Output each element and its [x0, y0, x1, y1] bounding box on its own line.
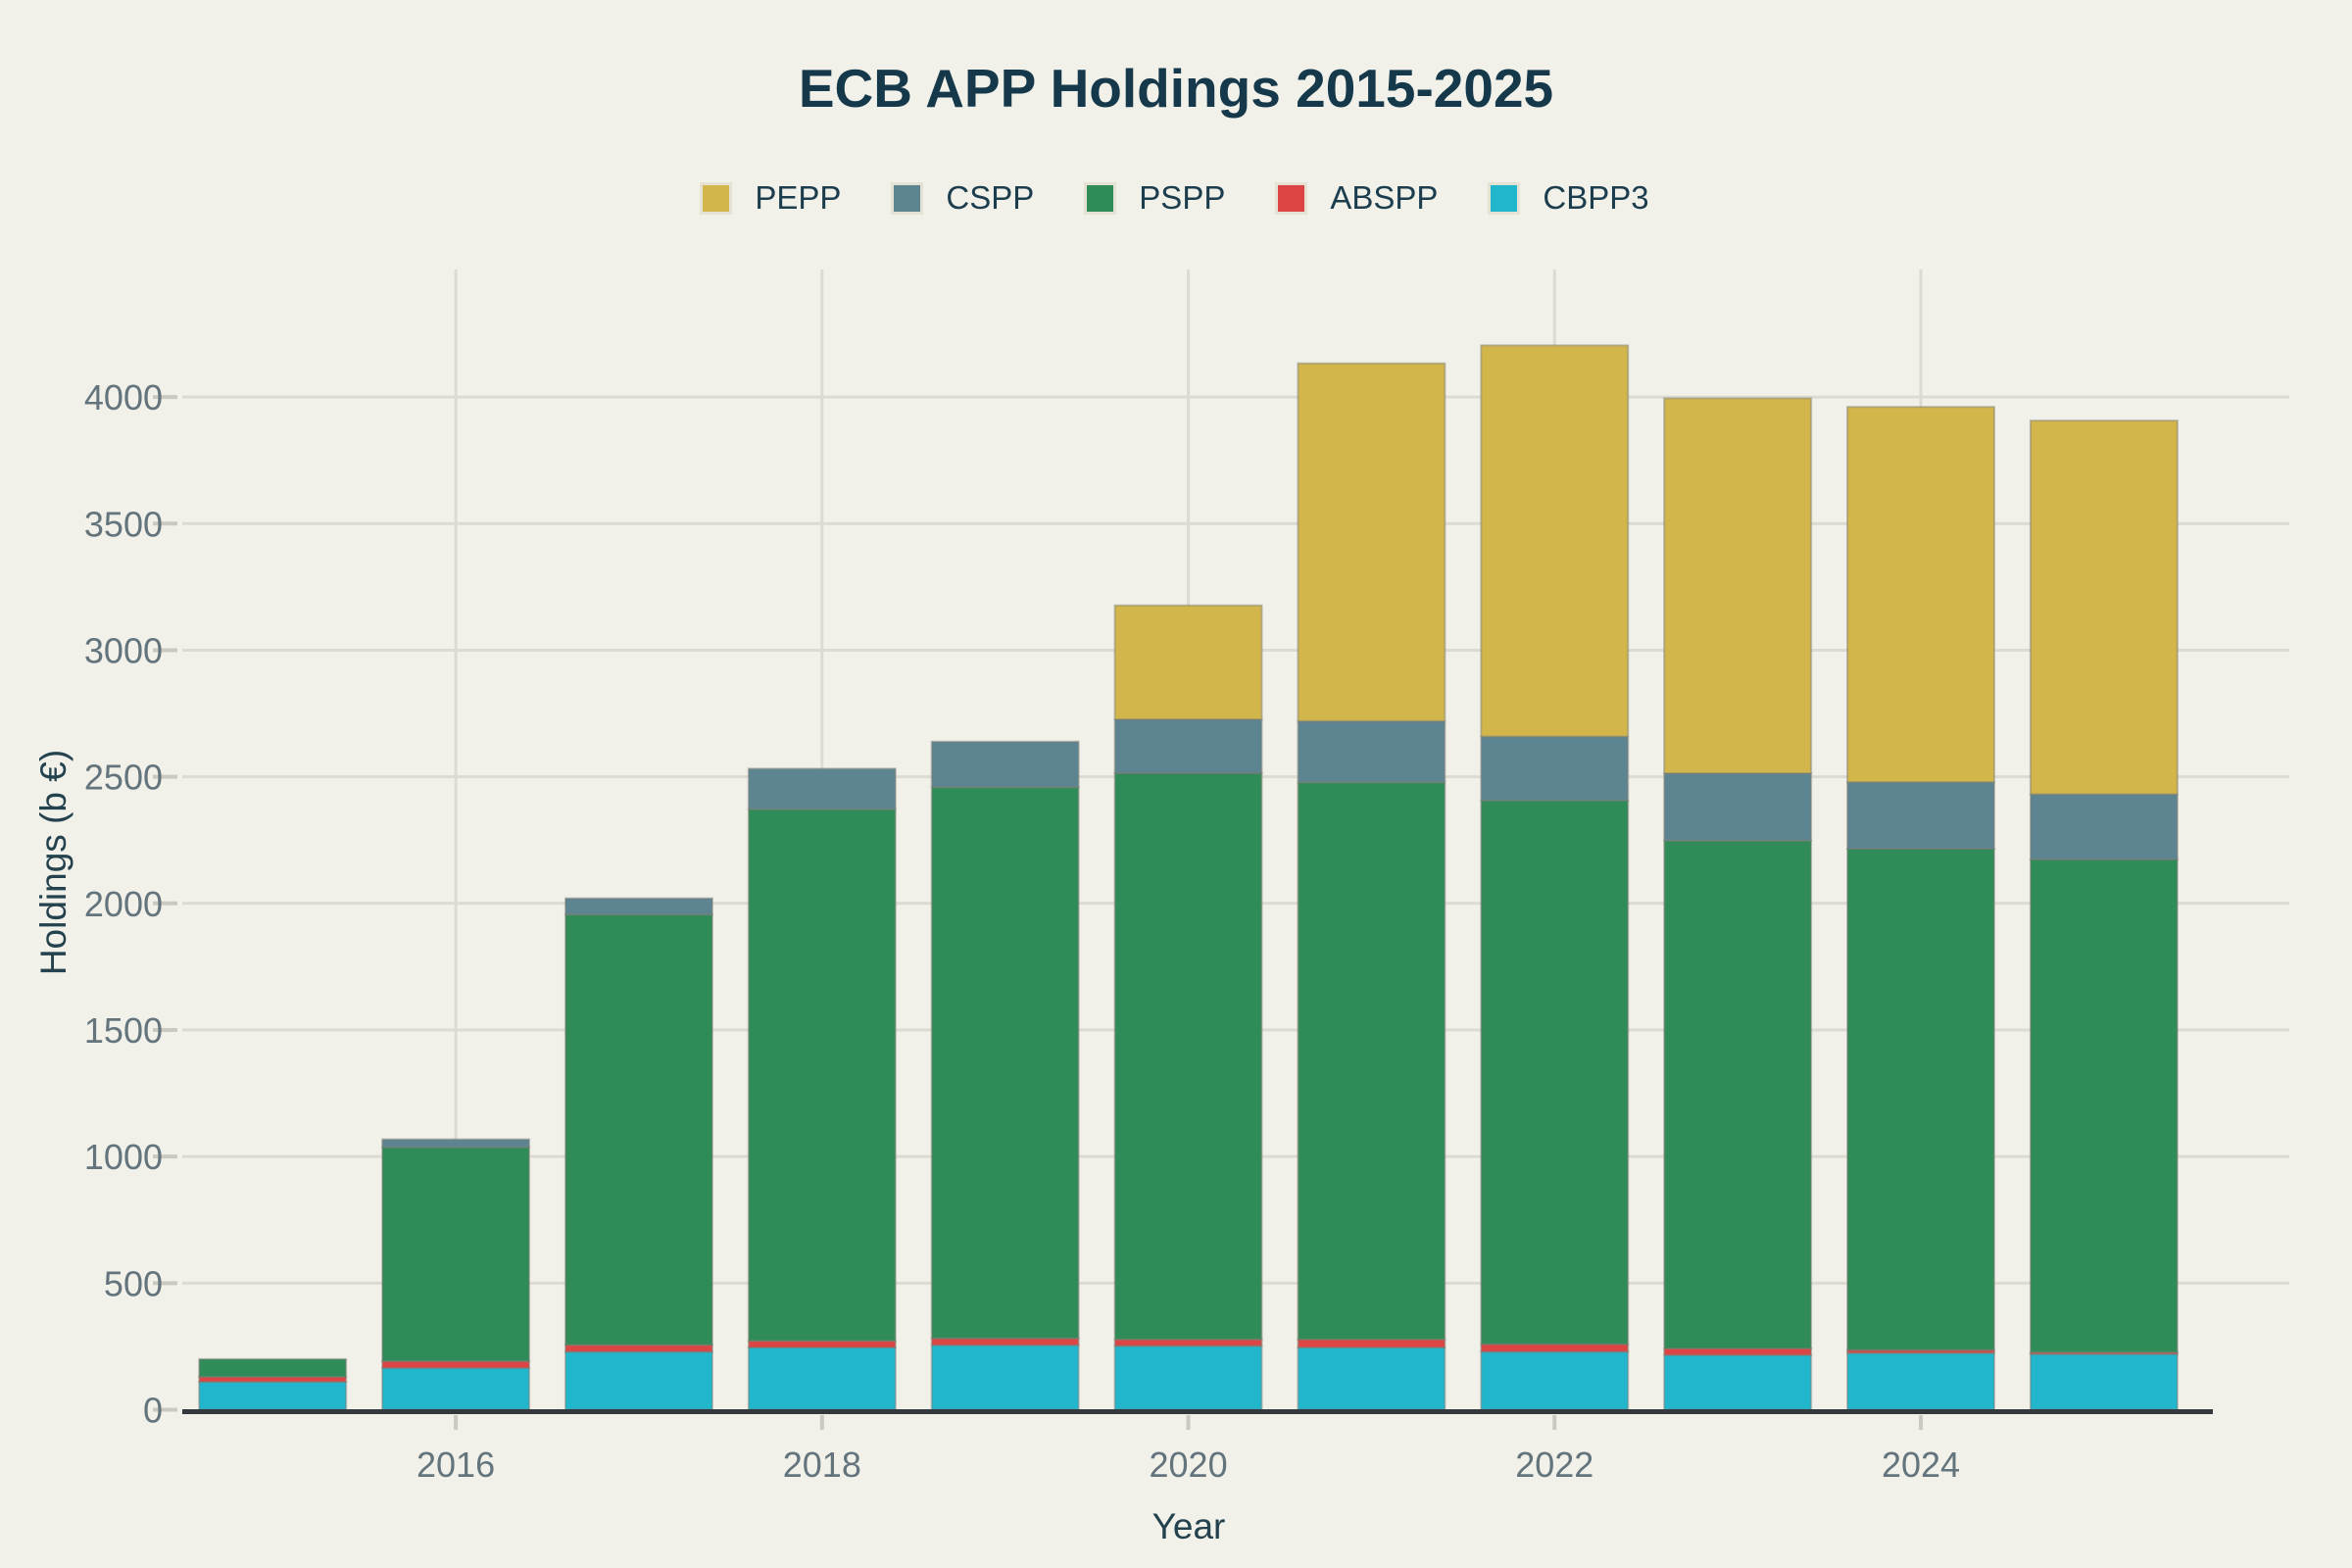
bar-segment-cbpp3-2018[interactable]: [747, 1346, 897, 1411]
bar-segment-cbpp3-2015[interactable]: [198, 1381, 348, 1411]
bar-segment-pspp-2019[interactable]: [930, 786, 1080, 1340]
legend-swatch-icon: [703, 184, 730, 212]
bar-segment-pspp-2018[interactable]: [747, 808, 897, 1343]
y-tick-label: 2000: [84, 884, 163, 924]
legend-item-pepp[interactable]: PEPP: [703, 179, 841, 217]
y-tick-label: 3500: [84, 504, 163, 544]
bar-segment-cbpp3-2020[interactable]: [1113, 1345, 1263, 1411]
bar-segment-pspp-2023[interactable]: [1663, 839, 1813, 1349]
bar-segment-cbpp3-2021[interactable]: [1297, 1346, 1446, 1411]
bar-segment-cspp-2021[interactable]: [1297, 719, 1446, 784]
bar-segment-pepp-2022[interactable]: [1480, 344, 1630, 738]
bar-segment-pepp-2023[interactable]: [1663, 397, 1813, 775]
bar-segment-cspp-2017[interactable]: [564, 897, 713, 916]
bar-segment-abspp-2021[interactable]: [1297, 1338, 1446, 1348]
x-tick-label: 2018: [783, 1445, 861, 1485]
legend: PEPP CSPP PSPP ABSPP CBPP3: [0, 179, 2352, 217]
bar-segment-cspp-2022[interactable]: [1480, 735, 1630, 802]
legend-swatch-icon: [1491, 184, 1518, 212]
x-tick-label: 2016: [416, 1445, 495, 1485]
bar-segment-cbpp3-2019[interactable]: [930, 1344, 1080, 1411]
y-tick-label: 500: [104, 1263, 163, 1303]
bar-segment-abspp-2016[interactable]: [381, 1359, 531, 1369]
bar-segment-pspp-2025[interactable]: [2029, 858, 2179, 1353]
bar-segment-pepp-2025[interactable]: [2029, 419, 2179, 796]
y-tick-label: 1500: [84, 1010, 163, 1051]
bar-segment-pspp-2015[interactable]: [198, 1357, 348, 1378]
bar-segment-abspp-2020[interactable]: [1113, 1338, 1263, 1348]
x-tick-label: 2022: [1515, 1445, 1593, 1485]
legend-item-label: CSPP: [946, 179, 1035, 216]
y-tick-label: 0: [143, 1391, 163, 1431]
bar-segment-abspp-2023[interactable]: [1663, 1347, 1813, 1356]
y-tick-label: 3000: [84, 630, 163, 670]
bar-segment-abspp-2018[interactable]: [747, 1340, 897, 1348]
bar-segment-pspp-2016[interactable]: [381, 1146, 531, 1362]
bar-segment-cbpp3-2024[interactable]: [1846, 1351, 1996, 1411]
bar-segment-abspp-2019[interactable]: [930, 1337, 1080, 1347]
legend-item-abspp[interactable]: ABSPP: [1278, 179, 1438, 217]
legend-item-label: PSPP: [1139, 179, 1226, 216]
x-tick-label: 2024: [1882, 1445, 1960, 1485]
bar-segment-cspp-2019[interactable]: [930, 740, 1080, 789]
bar-segment-abspp-2015[interactable]: [198, 1375, 348, 1384]
legend-item-cbpp3[interactable]: CBPP3: [1491, 179, 1649, 217]
bar-segment-cbpp3-2023[interactable]: [1663, 1353, 1813, 1411]
legend-swatch-icon: [894, 184, 921, 212]
bar-segment-cspp-2016[interactable]: [381, 1138, 531, 1149]
y-tick-label: 1000: [84, 1137, 163, 1177]
legend-item-label: PEPP: [755, 179, 842, 216]
bar-segment-abspp-2022[interactable]: [1480, 1343, 1630, 1353]
legend-swatch-icon: [1278, 184, 1305, 212]
legend-item-pspp[interactable]: PSPP: [1087, 179, 1225, 217]
bar-segment-abspp-2017[interactable]: [564, 1344, 713, 1353]
bar-segment-pepp-2024[interactable]: [1846, 406, 1996, 784]
bar-segment-cbpp3-2016[interactable]: [381, 1366, 531, 1411]
bar-segment-cbpp3-2022[interactable]: [1480, 1350, 1630, 1411]
bar-segment-cbpp3-2025[interactable]: [2029, 1352, 2179, 1411]
chart-title: ECB APP Holdings 2015-2025: [798, 58, 1554, 119]
bar-segment-pspp-2022[interactable]: [1480, 799, 1630, 1346]
bar-segment-pepp-2021[interactable]: [1297, 362, 1446, 722]
bar-segment-cspp-2020[interactable]: [1113, 717, 1263, 775]
bar-segment-pspp-2024[interactable]: [1846, 847, 1996, 1351]
legend-item-cspp[interactable]: CSPP: [894, 179, 1034, 217]
y-axis-title: Holdings (b €): [33, 749, 74, 976]
x-axis-title: Year: [1152, 1506, 1226, 1546]
bar-segment-cspp-2023[interactable]: [1663, 772, 1813, 842]
bar-segment-pepp-2020[interactable]: [1113, 604, 1263, 720]
bar-segment-cspp-2024[interactable]: [1846, 781, 1996, 850]
y-tick-label: 2500: [84, 758, 163, 798]
bar-segment-pspp-2021[interactable]: [1297, 781, 1446, 1341]
legend-swatch-icon: [1087, 184, 1114, 212]
legend-item-label: CBPP3: [1543, 179, 1649, 216]
bar-segment-cspp-2018[interactable]: [747, 767, 897, 810]
y-tick-label: 4000: [84, 377, 163, 417]
bar-segment-cbpp3-2017[interactable]: [564, 1350, 713, 1411]
bar-segment-pspp-2020[interactable]: [1113, 772, 1263, 1341]
legend-item-label: ABSPP: [1330, 179, 1439, 216]
bar-segment-cspp-2025[interactable]: [2029, 793, 2179, 860]
bar-segment-pspp-2017[interactable]: [564, 913, 713, 1347]
x-tick-label: 2020: [1150, 1445, 1228, 1485]
